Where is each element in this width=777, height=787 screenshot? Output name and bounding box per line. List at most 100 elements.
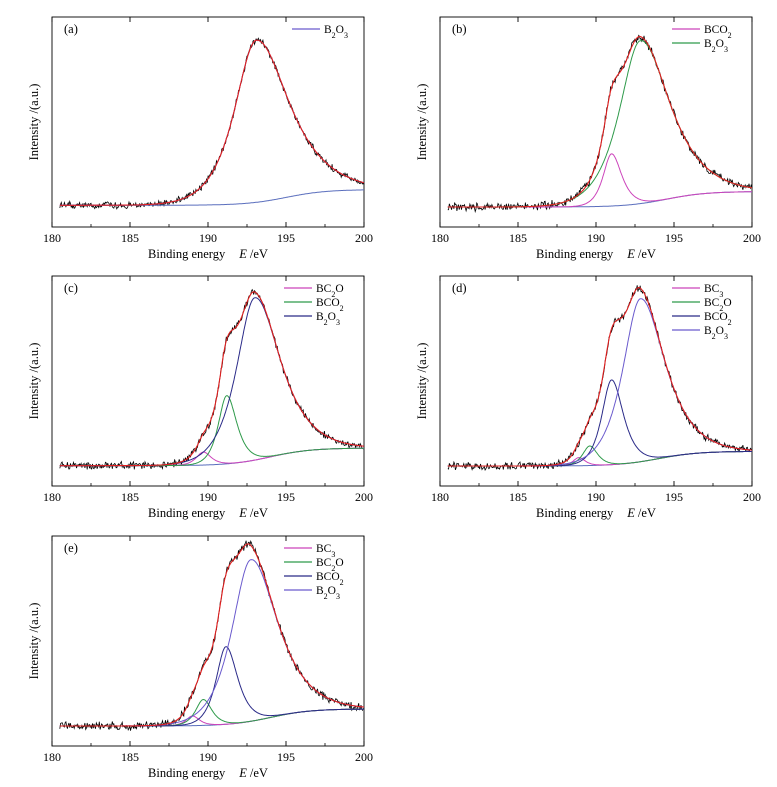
fit-envelope-line — [447, 286, 753, 467]
x-tick-label-text: 200 — [355, 231, 373, 245]
x-tick-label: 195 — [665, 231, 683, 245]
x-axis-label-text: Binding energy — [148, 247, 226, 261]
legend-name2: O — [336, 24, 344, 36]
x-axis-label-var: E — [626, 506, 635, 520]
panel-label: (b) — [452, 22, 467, 36]
legend-entry: BC2O — [316, 283, 344, 299]
legend-name: B — [324, 24, 332, 36]
legend-name: BC — [316, 557, 332, 569]
panel-label-text: (b) — [452, 22, 467, 36]
x-tick-label: 200 — [743, 490, 761, 504]
legend-entry: B2O3 — [316, 311, 340, 327]
panel-label: (c) — [64, 281, 78, 295]
panel-label: (d) — [452, 281, 467, 295]
x-tick-label: 180 — [43, 490, 61, 504]
x-tick-label: 190 — [199, 750, 217, 764]
x-axis-label-unit: /eV — [638, 247, 656, 261]
x-tick-label-text: 195 — [665, 490, 683, 504]
legend-sub2: 3 — [724, 332, 728, 341]
x-axis-label-unit: /eV — [250, 247, 268, 261]
x-tick-label-text: 200 — [355, 750, 373, 764]
x-tick-label: 190 — [199, 231, 217, 245]
y-axis-label-text: Intensity /(a.u.) — [27, 343, 41, 420]
x-axis-label: Binding energy E/eV — [536, 506, 656, 520]
x-tick-label-text: 190 — [199, 750, 217, 764]
x-axis-label: Binding energy E/eV — [148, 506, 268, 520]
fit-envelope-line — [447, 35, 753, 208]
plot-frame — [51, 16, 365, 228]
component-line-0 — [59, 708, 364, 727]
x-tick-label: 195 — [277, 750, 295, 764]
x-tick-label: 195 — [277, 490, 295, 504]
fit-envelope-line — [59, 291, 365, 467]
x-tick-label-text: 180 — [43, 231, 61, 245]
legend-entry: BC2O — [704, 297, 732, 313]
legend-entry: BCO2 — [316, 571, 344, 587]
x-tick-label-text: 200 — [355, 490, 373, 504]
x-tick-label: 200 — [743, 231, 761, 245]
y-axis-label: Intensity /(a.u.) — [415, 343, 429, 420]
x-tick-label-text: 185 — [121, 231, 139, 245]
y-axis-label: Intensity /(a.u.) — [27, 84, 41, 161]
component-line-1 — [447, 445, 752, 467]
x-axis-label-var: E — [238, 247, 247, 261]
legend-sub: 3 — [331, 550, 335, 559]
y-axis-label-text: Intensity /(a.u.) — [415, 343, 429, 420]
component-line-0 — [447, 153, 752, 208]
y-axis-label: Intensity /(a.u.) — [27, 603, 41, 680]
legend-name2: O — [335, 557, 343, 569]
legend-name: B — [704, 325, 712, 337]
x-axis-label: Binding energy E/eV — [148, 247, 268, 261]
raw-spectrum-line — [59, 37, 365, 210]
legend-name: BC — [704, 283, 720, 295]
x-tick-label-text: 180 — [431, 490, 449, 504]
legend-sub2: 3 — [336, 592, 340, 601]
legend-name: BC — [316, 543, 332, 555]
panel-label: (e) — [64, 541, 78, 555]
x-tick-label-text: 185 — [509, 231, 527, 245]
legend-sub2: 3 — [724, 45, 728, 54]
legend-sub2: 3 — [336, 318, 340, 327]
x-tick-label: 200 — [355, 231, 373, 245]
legend-name2: O — [723, 297, 731, 309]
x-tick-label-text: 180 — [43, 750, 61, 764]
y-axis-label-text: Intensity /(a.u.) — [415, 84, 429, 161]
x-tick-label: 185 — [121, 231, 139, 245]
legend-sub: 2 — [712, 332, 716, 341]
legend-sub: 2 — [728, 318, 732, 327]
x-axis-label-var: E — [238, 766, 247, 780]
chart-panel-2: 180 185 190 195 200 Binding energy E/eV Intensi… — [415, 16, 761, 261]
x-tick-label-text: 180 — [43, 490, 61, 504]
x-tick-label-text: 185 — [509, 490, 527, 504]
legend-entry: BCO2 — [704, 311, 732, 327]
x-tick-label: 185 — [509, 231, 527, 245]
component-line-1 — [447, 40, 753, 208]
fit-envelope-line — [59, 39, 365, 206]
legend-entry: B2O3 — [704, 325, 728, 341]
legend-sub: 2 — [331, 564, 335, 573]
legend-name: BCO — [316, 571, 340, 583]
x-tick-label: 185 — [121, 750, 139, 764]
legend-sub: 2 — [712, 45, 716, 54]
legend-name: B — [316, 585, 324, 597]
legend-name: B — [704, 38, 712, 50]
x-axis-label-text: Binding energy — [148, 766, 226, 780]
legend-entry: BC2O — [316, 557, 344, 573]
legend-name2: O — [328, 585, 336, 597]
legend-sub2: 3 — [344, 31, 348, 40]
x-tick-label: 195 — [277, 231, 295, 245]
legend-name2: O — [716, 38, 724, 50]
x-tick-label: 195 — [665, 490, 683, 504]
x-axis-label-text: Binding energy — [536, 506, 614, 520]
component-line-3 — [447, 298, 753, 467]
chart-panel-5: 180 185 190 195 200 Binding energy E/eV Intensi… — [27, 535, 373, 780]
x-axis-label-unit: /eV — [638, 506, 656, 520]
legend-sub: 2 — [324, 318, 328, 327]
legend-name2: O — [328, 311, 336, 323]
legend-name: BC — [704, 297, 720, 309]
y-axis-label: Intensity /(a.u.) — [415, 84, 429, 161]
x-axis-label-unit: /eV — [250, 766, 268, 780]
x-axis-label-text: Binding energy — [536, 247, 614, 261]
x-axis-label-text: Binding energy — [148, 506, 226, 520]
